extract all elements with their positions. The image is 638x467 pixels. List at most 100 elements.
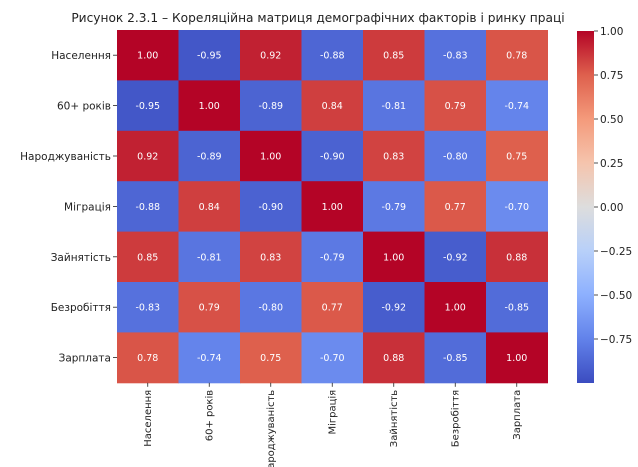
heatmap-cell-value: -0.80 <box>258 303 283 314</box>
heatmap-cell-value: 0.85 <box>383 51 404 62</box>
colorbar-tick-label: 0.50 <box>600 114 623 126</box>
heatmap-cell-value: 1.00 <box>260 152 281 163</box>
heatmap-cell <box>424 181 487 233</box>
heatmap-cell-value: -0.80 <box>443 152 468 163</box>
heatmap-cell-value: -0.89 <box>258 101 283 112</box>
heatmap-cell-value: 0.79 <box>199 303 220 314</box>
heatmap-cell-value: -0.74 <box>197 353 222 364</box>
heatmap-cell-value: 0.85 <box>137 252 158 263</box>
y-axis-tick-label: Народжуваність <box>20 151 111 163</box>
heatmap-cell-value: 1.00 <box>383 252 404 263</box>
heatmap-cell <box>117 231 179 283</box>
heatmap-cell-value: -0.85 <box>504 303 529 314</box>
heatmap-cell <box>240 231 302 283</box>
heatmap-cell <box>178 181 241 233</box>
heatmap-cell <box>240 80 302 132</box>
x-axis-tick-label: Населення <box>143 390 154 447</box>
heatmap-cell <box>301 30 364 81</box>
heatmap-cell <box>486 80 548 132</box>
heatmap-cell <box>424 130 487 182</box>
heatmap-cell-value: 0.79 <box>445 101 466 112</box>
x-axis-tick-label: Народжуваність <box>265 390 277 467</box>
heatmap-cell <box>486 231 548 283</box>
colorbar-tick-label: 0.25 <box>600 158 623 170</box>
heatmap-cell <box>117 332 179 384</box>
colorbar-tick-label: 0.00 <box>600 202 623 214</box>
heatmap-cell-value: -0.89 <box>197 152 222 163</box>
heatmap-cell-value: 0.78 <box>137 353 158 364</box>
heatmap-cell <box>363 181 425 233</box>
heatmap-cell <box>486 181 548 233</box>
heatmap-cell-value: -0.81 <box>197 252 222 263</box>
x-axis-tick-label: Зайнятість <box>388 390 400 448</box>
heatmap-cell-value: 1.00 <box>199 101 220 112</box>
heatmap-cell <box>178 80 241 132</box>
x-axis-tick-label: 60+ років <box>204 390 216 442</box>
heatmap-cell-value: -0.88 <box>135 202 160 213</box>
heatmap-cell-value: -0.83 <box>135 303 160 314</box>
heatmap-cell <box>363 231 425 283</box>
heatmap-cell-value: -0.70 <box>320 353 345 364</box>
heatmap-cell <box>240 282 302 333</box>
heatmap-cell <box>486 30 548 81</box>
heatmap-cell-value: -0.70 <box>504 202 529 213</box>
heatmap-cell <box>240 181 302 233</box>
heatmap-cell <box>301 181 364 233</box>
heatmap-cell-value: -0.92 <box>443 252 468 263</box>
x-axis-tick-label: Зарплата <box>512 390 523 440</box>
heatmap-cell-value: -0.90 <box>320 152 345 163</box>
heatmap-cell-value: -0.81 <box>381 101 406 112</box>
heatmap-cell-value: 0.75 <box>260 353 281 364</box>
heatmap-cell-value: 0.78 <box>506 51 527 62</box>
heatmap-cell-value: 0.83 <box>383 152 404 163</box>
heatmap-cell-value: 0.84 <box>322 101 343 112</box>
colorbar-tick-label: 0.75 <box>600 70 623 82</box>
y-axis-tick-label: Населення <box>51 50 111 62</box>
heatmap-cell <box>178 332 241 384</box>
y-axis-tick-label: Зайнятість <box>51 252 111 264</box>
heatmap-cell <box>301 80 364 132</box>
y-axis-tick-labels: Населення 60+ років Народжуваність Міграція… <box>20 50 117 365</box>
heatmap-cell-value: 1.00 <box>137 51 158 62</box>
y-axis-tick-label: 60+ років <box>57 101 111 113</box>
heatmap-cell-value: 0.77 <box>445 202 466 213</box>
y-axis-tick-label: Безробіття <box>51 302 111 314</box>
heatmap-cell <box>117 80 179 132</box>
x-axis-tick-label: Міграція <box>327 390 339 435</box>
heatmap-cell-value: 0.84 <box>199 202 220 213</box>
heatmap-cell <box>424 30 487 81</box>
heatmap-cells <box>117 30 548 384</box>
chart-title: Рисунок 2.3.1 – Кореляційна матриця демо… <box>71 11 564 25</box>
heatmap-cell-value: 1.00 <box>506 353 527 364</box>
heatmap-cell <box>424 231 487 283</box>
heatmap-cell <box>486 130 548 182</box>
heatmap-cell-value: 0.75 <box>506 152 527 163</box>
heatmap-cell <box>363 130 425 182</box>
colorbar: 1.00 0.75 0.50 0.25 0.00 −0.25 −0.50 −0.75 <box>577 26 632 383</box>
colorbar-tick-label: 1.00 <box>600 26 623 38</box>
heatmap-cell-value: 0.83 <box>260 252 281 263</box>
heatmap-cell <box>117 30 179 81</box>
colorbar-tick-label: −0.75 <box>600 334 632 346</box>
heatmap-cell <box>424 332 487 384</box>
heatmap-cell <box>117 181 179 233</box>
heatmap-cell <box>301 282 364 333</box>
heatmap-cell-value: -0.74 <box>504 101 529 112</box>
heatmap-cell <box>240 332 302 384</box>
heatmap-cell-value: -0.79 <box>381 202 406 213</box>
heatmap-cell-value: -0.88 <box>320 51 345 62</box>
heatmap-cell-value: -0.92 <box>381 303 406 314</box>
heatmap-cell <box>240 130 302 182</box>
heatmap-cell <box>178 30 241 81</box>
heatmap-cell-value: 0.92 <box>137 152 158 163</box>
heatmap-cell <box>424 282 487 333</box>
colorbar-tick-label: −0.25 <box>600 246 632 258</box>
heatmap-cell <box>363 80 425 132</box>
heatmap-cell <box>301 332 364 384</box>
heatmap-cell-value: 0.77 <box>322 303 343 314</box>
x-axis-tick-label: Безробіття <box>450 390 462 447</box>
heatmap-cell <box>363 282 425 333</box>
heatmap-cell <box>240 30 302 81</box>
heatmap-cell <box>301 231 364 283</box>
